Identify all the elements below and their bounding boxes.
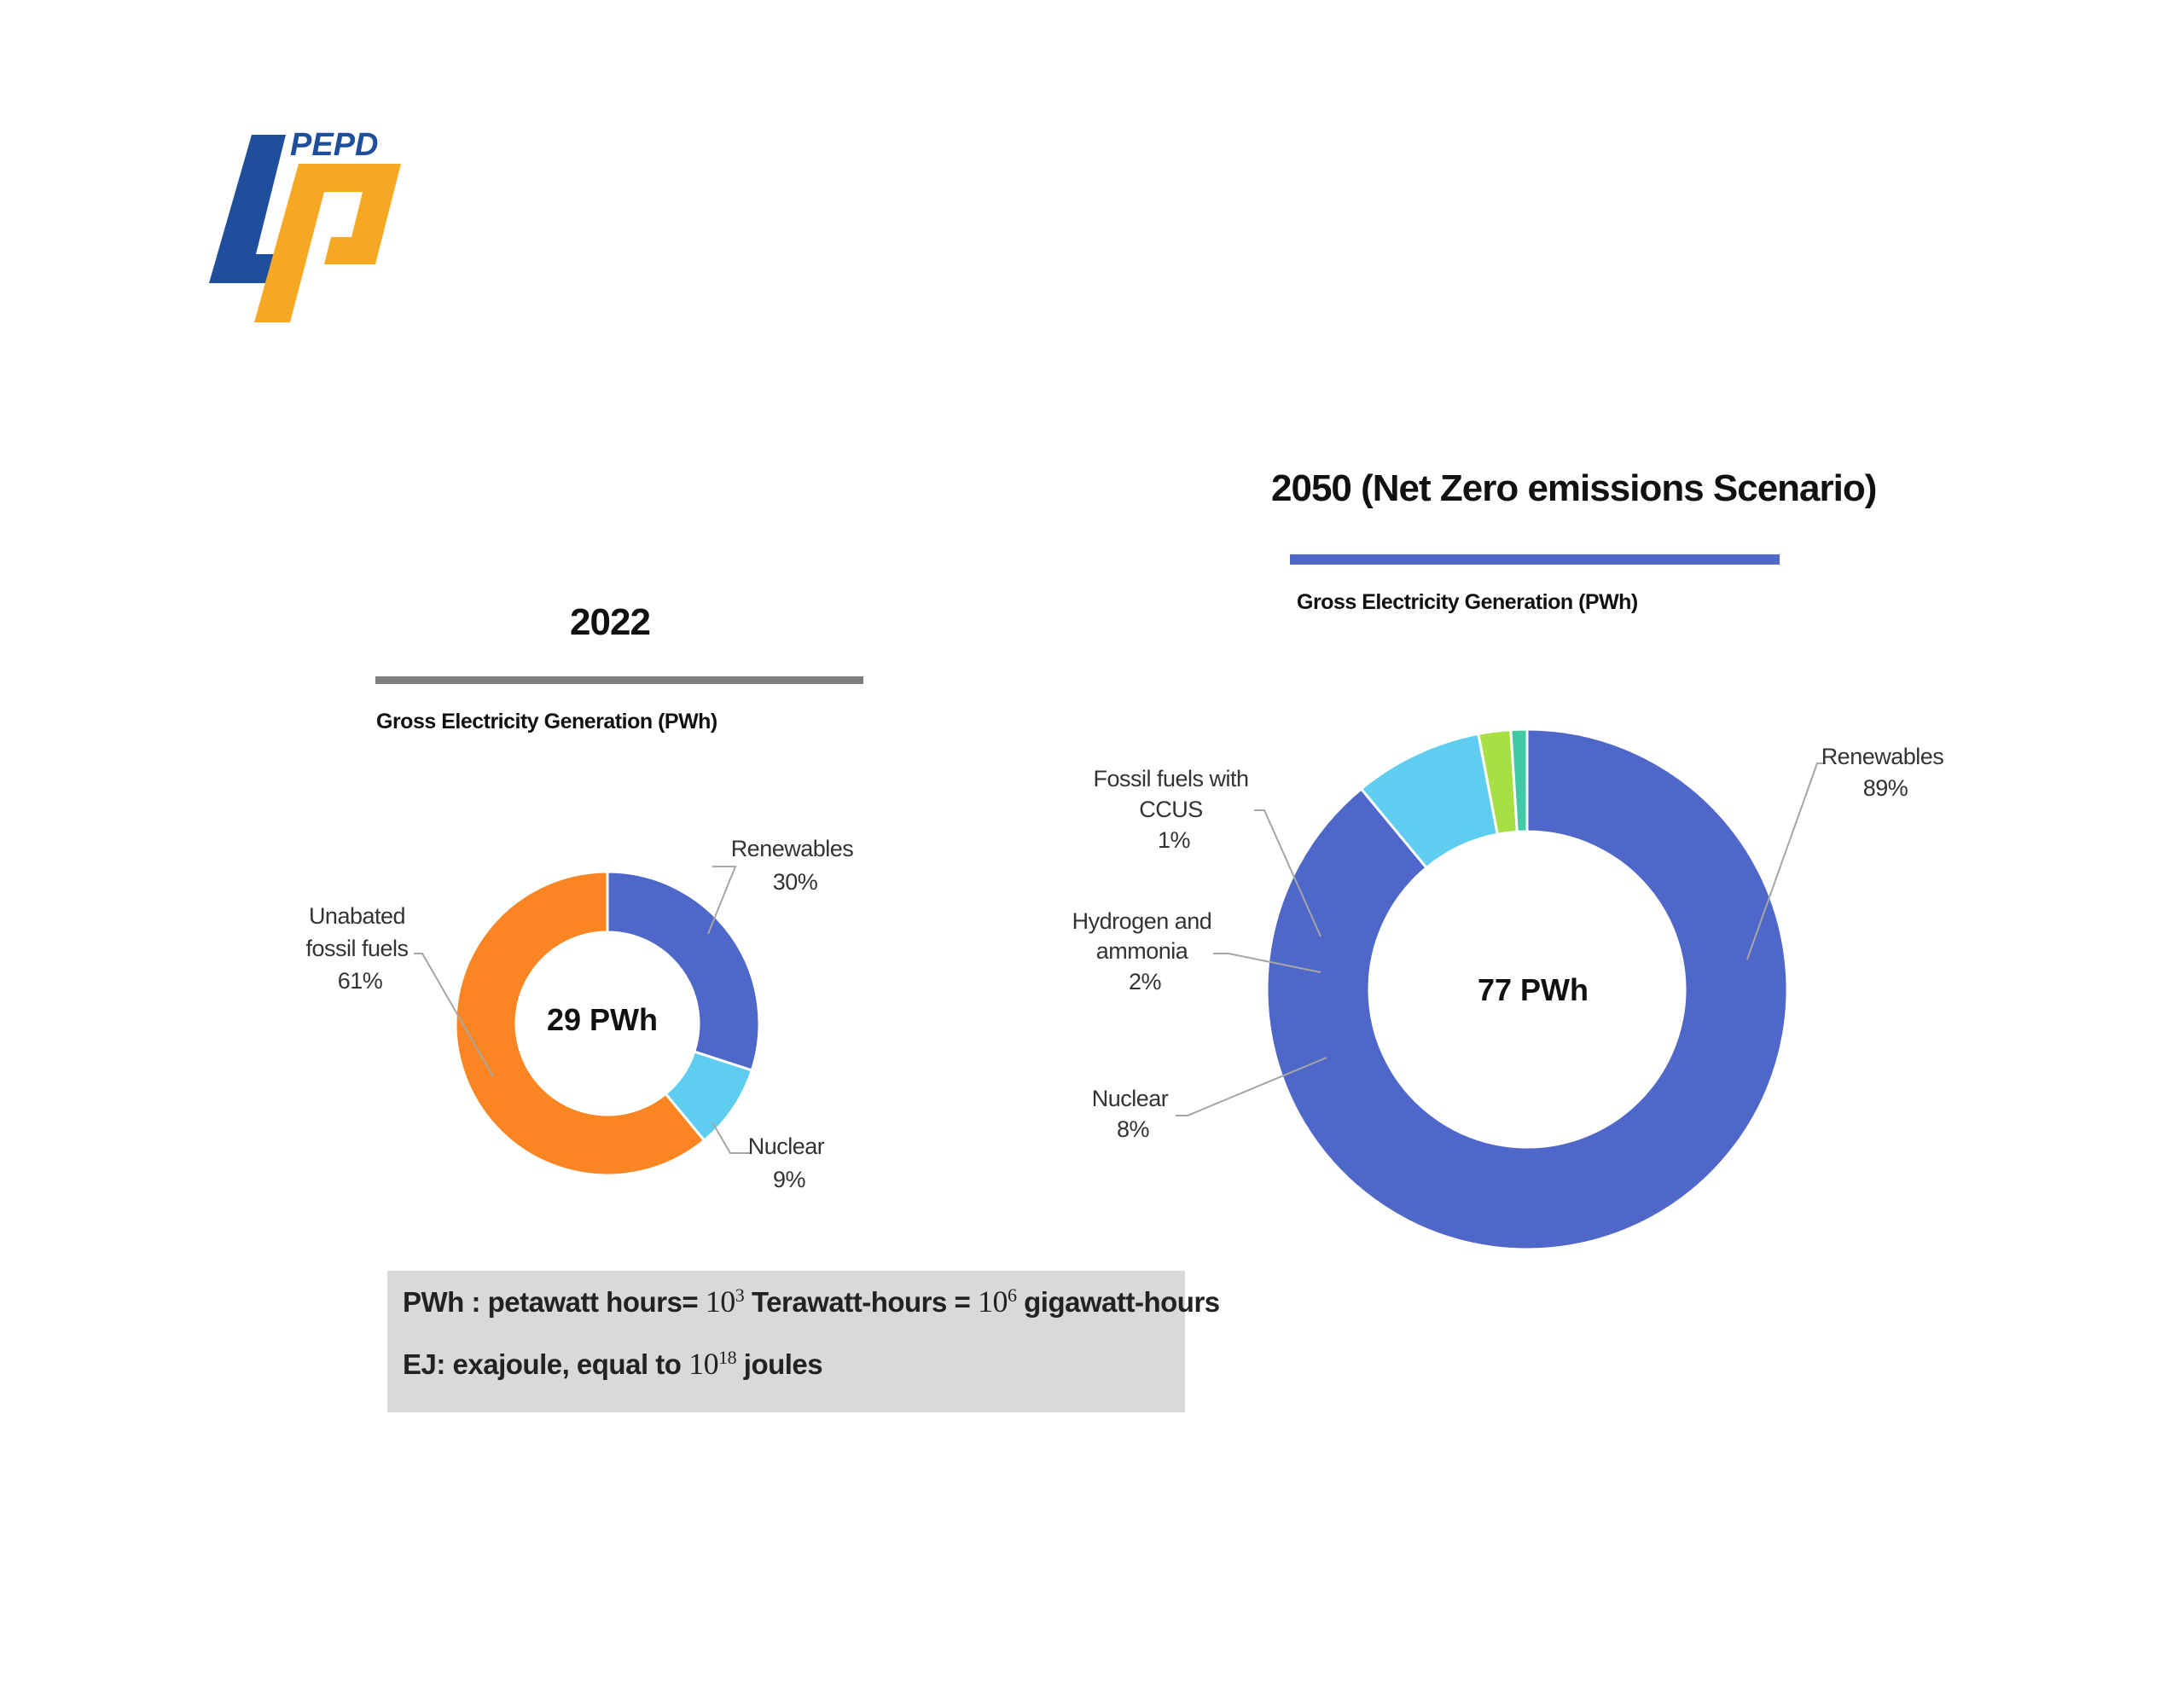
logo-p-shape <box>254 164 401 322</box>
label-2050-renewables: Renewables 89% <box>1821 744 1950 801</box>
chart-2022-slice-unabated-fossil-fuels <box>454 870 706 1177</box>
leader-2050-hydrogen <box>1213 953 1321 973</box>
label-2022-unabated: Unabated fossil fuels 61% <box>305 903 414 994</box>
chart-2022-center-label: 29 PWh <box>547 1002 658 1037</box>
chart-2050-subtitle: Gross Electricity Generation (PWh) <box>1297 590 1638 614</box>
leader-2050-ccus <box>1254 809 1321 937</box>
chart-2050-slice-renewables <box>1265 728 1789 1251</box>
leader-2050-nuclear <box>1176 1057 1327 1116</box>
chart-2022-subtitle: Gross Electricity Generation (PWh) <box>376 710 717 733</box>
label-2050-hydrogen: Hydrogen and ammonia 2% <box>1072 908 1218 994</box>
note-ej: EJ: exajoule, equal to 1018 joules <box>403 1347 823 1381</box>
label-2022-nuclear: Nuclear 9% <box>748 1133 831 1192</box>
leader-2022-renewables <box>707 866 737 935</box>
units-note-box: PWh : petawatt hours= 103 Terawatt-hours… <box>387 1271 1220 1412</box>
chart-2050-slice-fossil-fuels-with-ccus <box>1509 728 1529 833</box>
chart-2022-slices <box>454 870 761 1177</box>
label-2050-nuclear: Nuclear 8% <box>1092 1086 1175 1142</box>
leader-2022-unabated <box>414 953 494 1077</box>
label-2050-ccus: Fossil fuels with CCUS 1% <box>1093 766 1254 853</box>
logo-text: PEPD <box>290 128 378 163</box>
chart-2022-title-bar <box>375 676 863 684</box>
chart-2050-center-label: 77 PWh <box>1478 972 1589 1007</box>
pepd-logo: PEPD <box>209 128 401 322</box>
logo-l-shape <box>209 135 294 283</box>
chart-2050-donut: Renewables 89% Fossil fuels with CCUS 1%… <box>1072 728 1950 1251</box>
label-2022-renewables: Renewables 30% <box>731 836 860 895</box>
chart-2022-donut: Renewables 30% Nuclear 9% Unabated fossi… <box>305 836 860 1192</box>
chart-2050-title-bar <box>1290 554 1780 565</box>
chart-2022-title: 2022 <box>570 601 651 643</box>
chart-2050-title: 2050 (Net Zero emissions Scenario) <box>1271 467 1877 509</box>
leader-2022-nuclear <box>712 1122 751 1154</box>
note-pwh: PWh : petawatt hours= 103 Terawatt-hours… <box>403 1284 1220 1319</box>
chart-2022-slice-renewables <box>606 870 761 1072</box>
leader-2050-renewables <box>1746 762 1826 960</box>
chart-2050-slices <box>1265 728 1789 1251</box>
